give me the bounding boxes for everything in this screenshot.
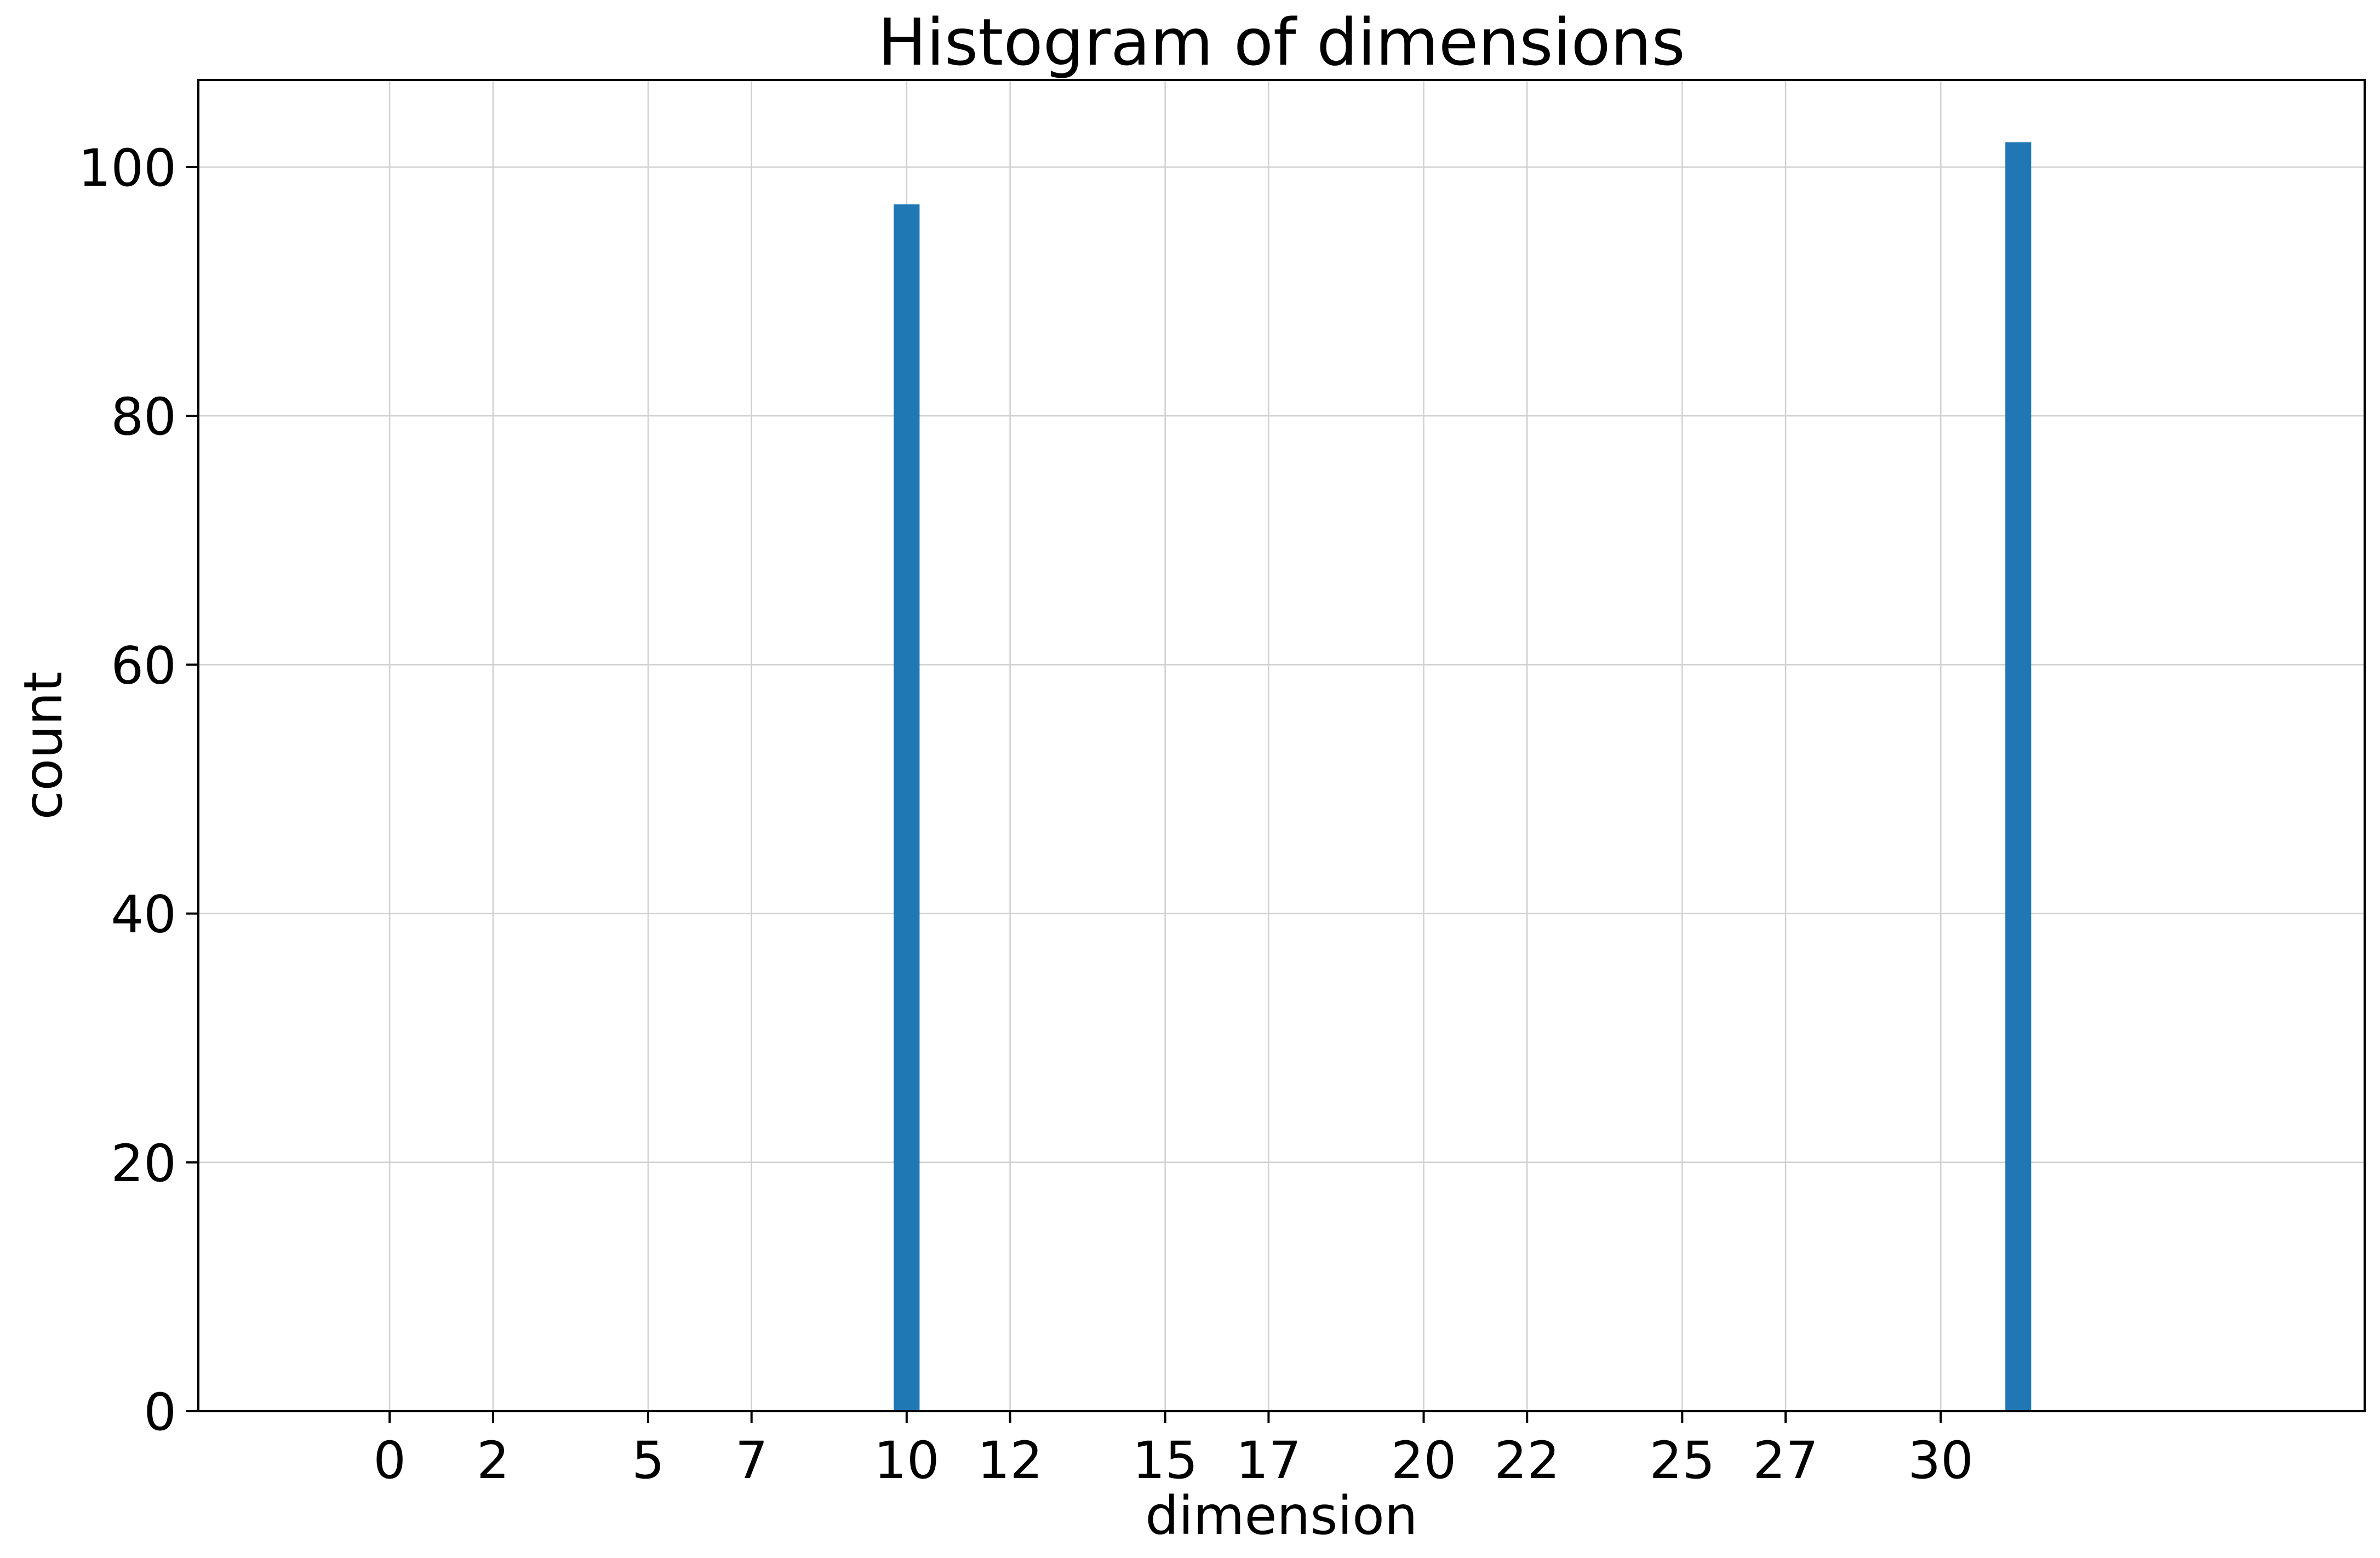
plot-frame: [197, 79, 2366, 1412]
y-tick-label: 40: [111, 885, 176, 945]
x-tick-label: 27: [1753, 1431, 1818, 1491]
histogram-bar: [894, 204, 920, 1412]
histogram-bar: [2005, 142, 2032, 1412]
chart-title: Histogram of dimensions: [878, 4, 1685, 80]
y-tick-label: 80: [111, 387, 176, 447]
y-tick-label: 100: [78, 139, 176, 198]
x-tick-label: 20: [1391, 1431, 1457, 1491]
x-tick-label: 25: [1650, 1431, 1715, 1491]
x-tick-label: 17: [1236, 1431, 1302, 1491]
x-tick-label: 30: [1908, 1431, 1973, 1491]
x-tick-label: 10: [874, 1431, 940, 1491]
y-tick-label: 0: [144, 1383, 176, 1442]
y-tick-label: 60: [111, 636, 176, 696]
y-axis-label: count: [13, 672, 74, 820]
x-axis-label: dimension: [1145, 1485, 1417, 1546]
bars: [894, 142, 2032, 1412]
x-tick-label: 22: [1494, 1431, 1560, 1491]
x-tick-label: 7: [735, 1431, 768, 1491]
x-tick-label: 0: [373, 1431, 406, 1491]
grid-lines: [198, 80, 2365, 1412]
x-tick-label: 15: [1132, 1431, 1198, 1491]
x-tick-label: 2: [477, 1431, 510, 1491]
x-tick-label: 12: [977, 1431, 1043, 1491]
y-tick-label: 20: [111, 1134, 176, 1194]
x-tick-label: 5: [632, 1431, 665, 1491]
